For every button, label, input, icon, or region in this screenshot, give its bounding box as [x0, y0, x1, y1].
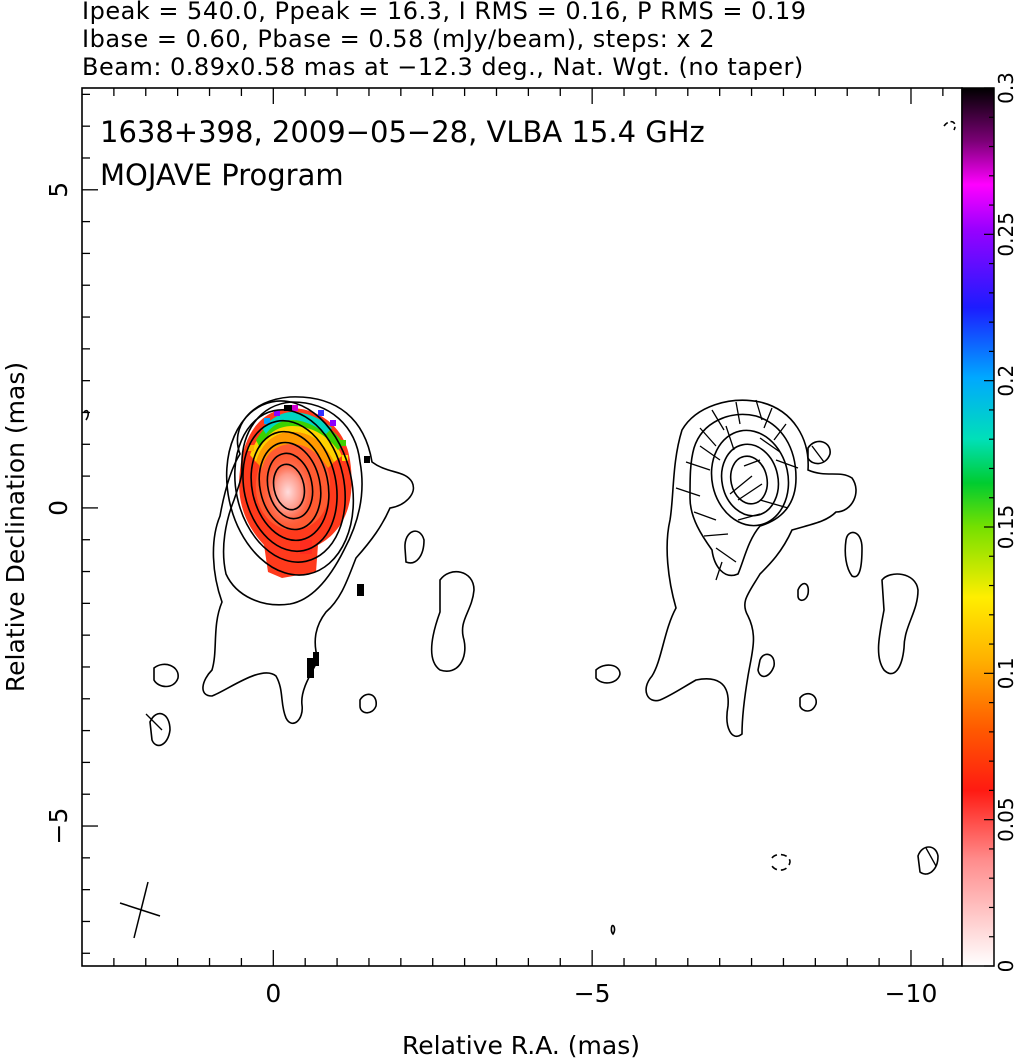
contour	[234, 409, 346, 563]
contour	[729, 455, 769, 505]
x-tick-label: −10	[885, 979, 938, 1008]
evpa-vector	[685, 461, 711, 471]
evpa-vector	[763, 407, 773, 429]
evpa-vector	[715, 561, 723, 581]
x-axis-label: Relative R.A. (mas)	[402, 1031, 640, 1060]
polarization-pixel	[318, 410, 324, 416]
contour	[757, 653, 775, 678]
contour	[689, 413, 797, 577]
evpa-vector	[775, 459, 799, 469]
contour	[250, 430, 330, 542]
contour-outer	[202, 396, 415, 724]
polarization-pixel	[266, 545, 282, 557]
plot-frame-border	[81, 87, 963, 967]
evpa-vector	[737, 483, 763, 501]
contour	[799, 692, 817, 712]
colorbar-tick-label: 0.05	[994, 797, 1018, 842]
contour	[266, 452, 314, 520]
contour	[645, 399, 857, 737]
polarization-pixel	[248, 445, 254, 451]
evpa-vector	[759, 437, 781, 453]
colorbar-tick-label: 0.2	[994, 365, 1018, 397]
polarization-band-cyan	[262, 412, 332, 434]
fractional-polarization-layer	[239, 405, 370, 678]
evpa-vector	[729, 475, 753, 495]
contour	[943, 120, 956, 131]
evpa-vector	[715, 547, 737, 563]
contour	[149, 712, 171, 747]
evpa-vector	[699, 445, 721, 461]
contour	[807, 440, 831, 465]
contour	[242, 419, 338, 553]
evpa-vector	[737, 513, 761, 521]
polarization-pixel	[340, 440, 346, 446]
y-tick-label: −5	[44, 808, 73, 845]
colorbar-tick-label: 0.25	[994, 212, 1018, 257]
chart-title: 1638+398, 2009−05−28, VLBA 15.4 GHz	[100, 115, 705, 149]
contour	[430, 570, 475, 672]
polarization-pixel	[274, 410, 280, 416]
plot-frame: 0 −5 −10 5 0 −5	[44, 87, 963, 1008]
contour	[917, 846, 939, 875]
contour	[610, 924, 616, 936]
evpa-vector	[811, 445, 825, 463]
evpa-vector	[699, 427, 717, 447]
polarization-band-orange	[256, 432, 334, 468]
polarization-pixel	[357, 584, 364, 596]
polarization-pixel	[284, 405, 292, 411]
contour	[877, 573, 919, 675]
evpa-vector	[725, 425, 735, 451]
contour	[153, 663, 179, 688]
evpa-vector	[743, 459, 761, 467]
x-tick-label: 0	[265, 979, 281, 1008]
contour	[710, 429, 790, 527]
evpa-vector	[703, 533, 729, 537]
y-tick-label: 0	[44, 500, 73, 516]
beam-ellipse-marker	[119, 881, 161, 939]
colorbar-tick-label: 0.1	[994, 657, 1018, 689]
contour	[720, 443, 780, 517]
polarization-core-low	[260, 452, 316, 532]
evpa-vector	[693, 511, 717, 521]
evpa-vector	[675, 487, 701, 497]
polarization-pixel	[292, 405, 298, 411]
colorbar-tick-label: 0	[994, 960, 1018, 973]
contour	[225, 400, 355, 576]
polarization-pixel	[364, 456, 370, 463]
evpa-vector	[925, 847, 937, 867]
polarization-pixel	[300, 540, 312, 554]
contour	[272, 463, 306, 511]
intensity-contours	[83, 120, 956, 936]
evpa-vector	[755, 399, 763, 421]
colorbar-tick-label: 0.15	[994, 505, 1018, 550]
evpa-vector	[759, 499, 789, 509]
colorbar-tick-label: 0.3	[994, 72, 1018, 104]
y-axis-label: Relative Declination (mas)	[1, 362, 30, 692]
contour	[404, 530, 425, 564]
contour	[797, 582, 810, 602]
evpa-vector	[735, 401, 741, 425]
contour	[844, 531, 863, 578]
y-tick-label: 5	[44, 182, 73, 198]
header-line-3: Beam: 0.89x0.58 mas at −12.3 deg., Nat. …	[82, 53, 804, 81]
polarization-pixel	[307, 658, 314, 678]
x-tick-label: −5	[574, 979, 611, 1008]
contour	[771, 853, 791, 871]
colorbar: 0 0.05 0.1 0.15 0.2 0.25 0.3	[961, 72, 1018, 973]
evpa-vector	[773, 423, 787, 441]
evpa-vector	[711, 409, 725, 431]
header-line-1: Ipeak = 540.0, Ppeak = 16.3, I RMS = 0.1…	[82, 0, 807, 25]
evpa-vector	[145, 713, 163, 731]
polarization-pixel	[330, 420, 336, 426]
polarization-pixel	[264, 418, 270, 424]
contour	[595, 664, 621, 684]
beam-minor-axis	[119, 902, 161, 917]
contour	[359, 693, 377, 714]
contour	[258, 441, 322, 531]
polarization-pixel	[313, 652, 319, 666]
header-line-2: Ibase = 0.60, Pbase = 0.58 (mJy/beam), s…	[82, 25, 716, 53]
chart-subtitle: MOJAVE Program	[100, 158, 344, 192]
polarization-vectors	[145, 399, 937, 867]
